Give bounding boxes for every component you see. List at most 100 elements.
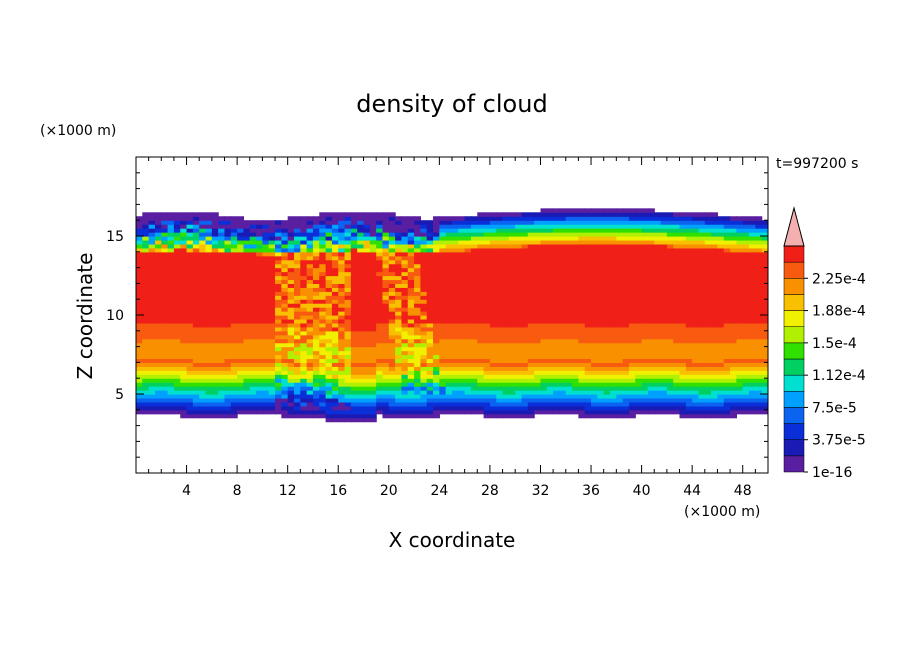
density-cell: [268, 362, 276, 367]
density-cell: [616, 350, 624, 356]
density-cell: [489, 311, 497, 316]
density-cell: [439, 307, 447, 312]
density-cell: [660, 279, 668, 284]
density-cell: [483, 326, 491, 332]
density-cell: [319, 405, 327, 411]
density-cell: [287, 354, 295, 360]
density-cell: [647, 236, 655, 241]
density-cell: [470, 275, 478, 281]
density-cell: [445, 358, 453, 363]
density-cell: [717, 318, 725, 324]
density-cell: [224, 299, 232, 304]
density-cell: [300, 338, 308, 344]
density-cell: [281, 370, 289, 375]
density-cell: [502, 318, 510, 324]
density-cell: [388, 318, 396, 324]
density-cell: [173, 267, 181, 273]
density-cell: [268, 378, 276, 383]
density-cell: [730, 228, 737, 233]
density-cell: [414, 386, 421, 391]
density-cell: [553, 267, 561, 273]
density-cell: [312, 247, 320, 253]
density-cell: [154, 299, 162, 304]
density-cell: [736, 232, 744, 237]
density-cell: [521, 295, 529, 300]
density-cell: [230, 374, 238, 379]
density-cell: [167, 283, 175, 288]
density-cell: [243, 397, 251, 403]
density-cell: [312, 405, 320, 411]
density-cell: [666, 334, 674, 340]
density-cell: [584, 287, 592, 292]
density-cell: [527, 251, 535, 257]
density-cell: [199, 318, 207, 324]
density-cell: [414, 271, 421, 277]
density-cell: [256, 338, 263, 344]
density-cell: [730, 409, 737, 415]
density-cell: [515, 330, 523, 336]
density-cell: [167, 220, 175, 225]
density-cell: [565, 322, 573, 328]
density-cell: [319, 409, 327, 415]
density-cell: [281, 279, 289, 284]
density-cell: [666, 311, 674, 316]
density-cell: [199, 326, 207, 332]
density-cell: [717, 378, 725, 383]
density-cell: [540, 212, 548, 217]
density-cell: [205, 382, 213, 387]
density-cell: [186, 212, 194, 217]
density-cell: [319, 303, 327, 308]
density-cell: [622, 330, 630, 336]
density-cell: [622, 397, 630, 403]
density-cell: [546, 374, 554, 379]
density-cell: [711, 342, 719, 348]
density-cell: [344, 279, 352, 284]
density-cell: [742, 303, 750, 308]
density-cell: [369, 216, 377, 221]
density-cell: [666, 275, 674, 281]
density-cell: [306, 405, 314, 411]
density-cell: [572, 405, 579, 411]
density-cell: [628, 334, 636, 340]
density-cell: [679, 409, 687, 415]
density-cell: [698, 295, 706, 300]
density-cell: [161, 232, 169, 237]
density-cell: [148, 236, 156, 241]
density-cell: [635, 382, 643, 387]
density-cell: [685, 291, 693, 296]
density-cell: [616, 208, 624, 213]
density-cell: [262, 394, 270, 399]
density-cell: [742, 299, 750, 304]
density-cell: [578, 366, 586, 371]
density-cell: [136, 386, 143, 391]
density-cell: [192, 374, 200, 379]
density-cell: [749, 397, 756, 403]
density-cell: [508, 394, 516, 399]
density-cell: [527, 382, 535, 387]
density-cell: [508, 346, 516, 352]
density-cell: [711, 409, 719, 415]
density-cell: [199, 295, 207, 300]
density-cell: [275, 405, 282, 411]
density-cell: [610, 378, 617, 383]
density-cell: [395, 366, 403, 371]
density-cell: [325, 228, 333, 233]
density-cell: [483, 382, 491, 387]
density-cell: [287, 303, 295, 308]
density-cell: [199, 275, 207, 281]
density-cell: [192, 358, 200, 363]
density-cell: [218, 397, 226, 403]
density-cell: [685, 236, 693, 241]
density-cell: [211, 322, 219, 328]
density-cell: [401, 311, 409, 316]
density-cell: [477, 405, 485, 411]
density-cell: [445, 338, 453, 344]
density-cell: [154, 212, 162, 217]
density-cell: [230, 350, 238, 356]
density-cell: [489, 307, 497, 312]
density-cell: [711, 259, 719, 265]
density-cell: [237, 318, 245, 324]
density-cell: [192, 350, 200, 356]
density-cell: [344, 382, 352, 387]
density-cell: [433, 279, 440, 284]
